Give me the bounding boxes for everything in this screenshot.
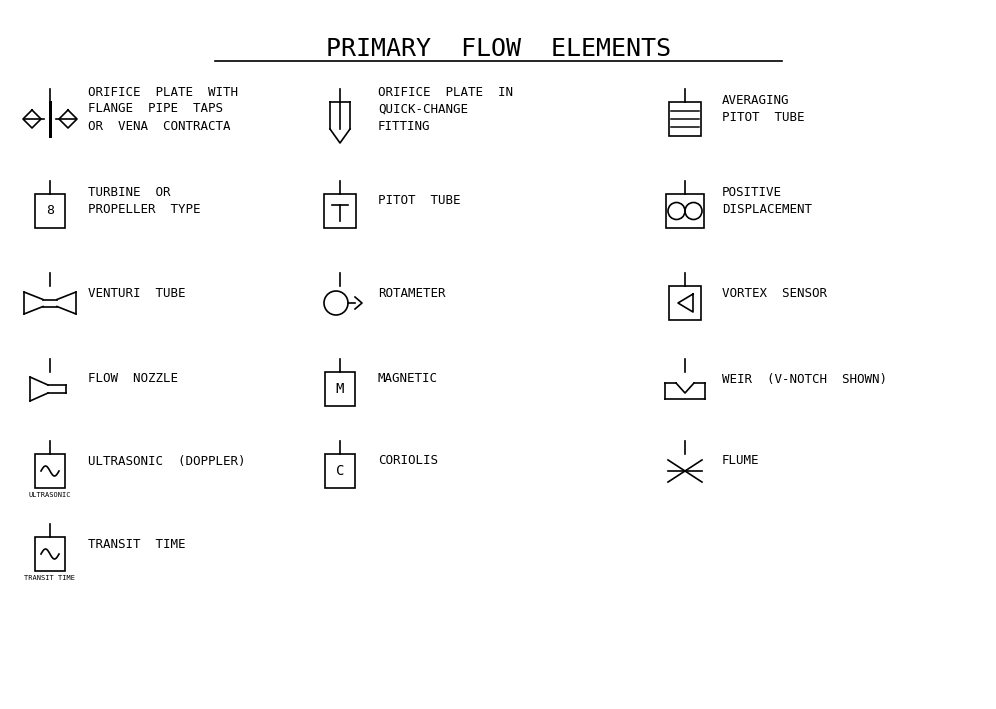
Bar [324,194,356,228]
Text: POSITIVE
DISPLACEMENT: POSITIVE DISPLACEMENT [722,186,812,216]
Text: MAGNETIC: MAGNETIC [378,372,438,386]
Text: ORIFICE  PLATE  IN
QUICK-CHANGE
FITTING: ORIFICE PLATE IN QUICK-CHANGE FITTING [378,86,513,133]
Bar [669,102,701,136]
Bar [666,194,704,228]
Text: C: C [336,464,345,478]
Text: PRIMARY  FLOW  ELEMENTS: PRIMARY FLOW ELEMENTS [326,37,670,61]
Bar [669,286,701,320]
Text: ORIFICE  PLATE  WITH
FLANGE  PIPE  TAPS
OR  VENA  CONTRACTA: ORIFICE PLATE WITH FLANGE PIPE TAPS OR V… [88,86,238,133]
Text: WEIR  (V-NOTCH  SHOWN): WEIR (V-NOTCH SHOWN) [722,372,887,386]
Text: TURBINE  OR
PROPELLER  TYPE: TURBINE OR PROPELLER TYPE [88,186,200,216]
Text: CORIOLIS: CORIOLIS [378,454,438,467]
Bar [35,454,65,488]
Text: ULTRASONIC: ULTRASONIC [29,492,72,498]
Text: FLOW  NOZZLE: FLOW NOZZLE [88,372,178,386]
Bar [35,537,65,571]
Text: VENTURI  TUBE: VENTURI TUBE [88,286,185,299]
Bar [325,372,355,406]
Text: PITOT  TUBE: PITOT TUBE [378,194,460,208]
Bar [35,194,65,228]
Text: M: M [336,382,345,396]
Text: TRANSIT TIME: TRANSIT TIME [25,575,76,581]
Text: ROTAMETER: ROTAMETER [378,286,445,299]
Bar [325,454,355,488]
Text: FLUME: FLUME [722,454,760,467]
Text: 8: 8 [46,204,54,218]
Text: TRANSIT  TIME: TRANSIT TIME [88,537,185,550]
Text: VORTEX  SENSOR: VORTEX SENSOR [722,286,827,299]
Text: ULTRASONIC  (DOPPLER): ULTRASONIC (DOPPLER) [88,454,245,467]
Text: AVERAGING
PITOT  TUBE: AVERAGING PITOT TUBE [722,94,805,124]
